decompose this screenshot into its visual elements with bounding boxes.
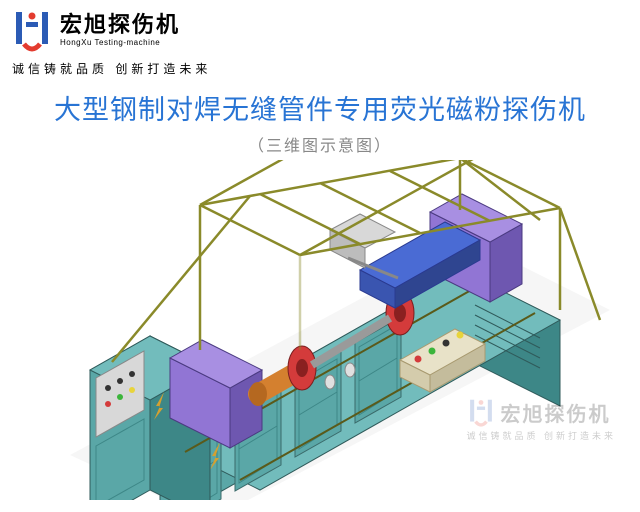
watermark: 宏旭探伤机 诚信铸就品质 创新打造未来 xyxy=(466,397,616,442)
brand-text-block: 宏旭探伤机 HongXu Testing-machine xyxy=(60,14,180,47)
brand-name-en: HongXu Testing-machine xyxy=(60,38,180,47)
machine-diagram xyxy=(0,160,640,500)
chuck-left xyxy=(288,346,316,390)
brand-logo xyxy=(10,8,54,52)
brand-slogan: 诚信铸就品质 创新打造未来 xyxy=(12,60,211,77)
watermark-main: 宏旭探伤机 xyxy=(500,398,610,427)
page-title: 大型钢制对焊无缝管件专用荧光磁粉探伤机 xyxy=(0,88,640,127)
watermark-logo: 宏旭探伤机 xyxy=(466,397,616,427)
watermark-sub: 诚信铸就品质 创新打造未来 xyxy=(466,429,616,442)
brand-name-cn: 宏旭探伤机 xyxy=(60,14,180,36)
brand-header: 宏旭探伤机 HongXu Testing-machine xyxy=(10,8,180,52)
page-subtitle: （三维图示意图） xyxy=(0,132,640,156)
